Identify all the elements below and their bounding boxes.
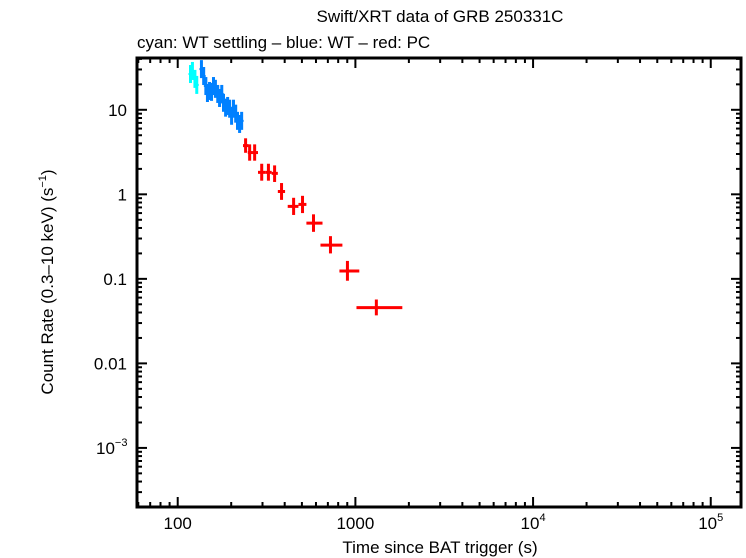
series-0 xyxy=(188,61,199,94)
x-tick-label-base: 1000 xyxy=(336,514,374,533)
x-axis-label: Time since BAT trigger (s) xyxy=(342,538,537,557)
y-tick-label: 10 xyxy=(108,101,127,120)
x-tick-label: 1000 xyxy=(336,514,374,533)
y-axis-label: Count Rate (0.3–10 keV) (s−1) xyxy=(37,169,57,394)
x-tick-label: 100 xyxy=(164,514,192,533)
x-tick-label-base: 100 xyxy=(164,514,192,533)
y-tick-label: 0.01 xyxy=(94,354,127,373)
y-tick-label: 10−3 xyxy=(96,437,127,458)
y-tick-label: 1 xyxy=(118,185,127,204)
y-tick-label-base: 10 xyxy=(108,101,127,120)
x-tick-label: 105 xyxy=(698,512,723,533)
x-tick-label: 104 xyxy=(521,512,546,533)
plot-frame xyxy=(135,56,743,509)
y-tick-label-base: 10 xyxy=(96,439,115,458)
y-tick-label-exponent: −3 xyxy=(115,437,128,449)
x-tick-label-exponent: 5 xyxy=(717,512,723,524)
series-1 xyxy=(199,60,244,133)
y-tick-label-base: 1 xyxy=(118,185,127,204)
series-2 xyxy=(242,138,403,316)
y-tick-label: 0.1 xyxy=(103,270,127,289)
x-tick-label-base: 10 xyxy=(698,514,717,533)
x-tick-label-base: 10 xyxy=(521,514,540,533)
x-tick-label-exponent: 4 xyxy=(539,512,545,524)
y-tick-label-base: 0.1 xyxy=(103,270,127,289)
chart-subtitle: cyan: WT settling – blue: WT – red: PC xyxy=(137,33,430,52)
chart-title: Swift/XRT data of GRB 250331C xyxy=(317,7,564,26)
y-tick-label-base: 0.01 xyxy=(94,354,127,373)
